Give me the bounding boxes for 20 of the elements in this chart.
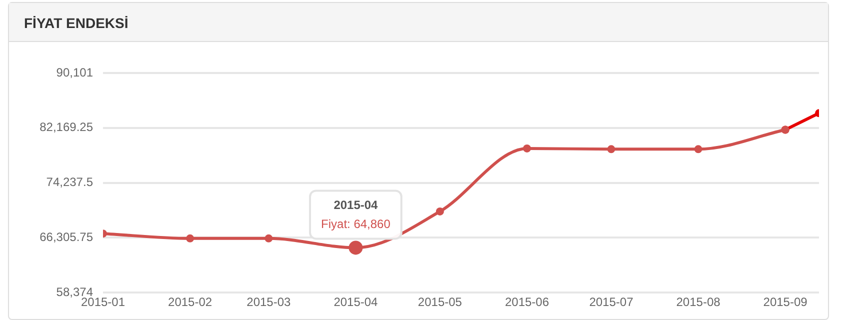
annotation: 2015-04 Fiyat: 64,860 xyxy=(321,198,391,232)
point xyxy=(186,234,194,242)
x-tick-label: 2015-05 xyxy=(418,295,462,310)
y-tick-label: 66,305.75 xyxy=(40,230,94,244)
x-tick-label: 2015-02 xyxy=(168,295,212,310)
x-tick-label: 2015-08 xyxy=(676,295,721,310)
y-tick-label: 74,237.5 xyxy=(46,175,94,190)
x-tick-label: 2015-07 xyxy=(589,295,634,310)
y-tick-label: 90,101 xyxy=(56,65,94,80)
x-tick-label: 2015-04 xyxy=(334,295,378,310)
point xyxy=(436,207,444,216)
x-tick-label: 2015-03 xyxy=(246,295,292,310)
y-tick-label: 82,169.25 xyxy=(40,120,94,134)
point xyxy=(264,234,273,242)
x-tick-label: 2015-06 xyxy=(504,295,550,310)
chart-title: FİYAT ENDEKSİ xyxy=(24,15,128,31)
point xyxy=(607,145,616,154)
x-tick-label: 2015-09 xyxy=(763,295,808,310)
point xyxy=(694,145,702,154)
point xyxy=(522,144,531,152)
